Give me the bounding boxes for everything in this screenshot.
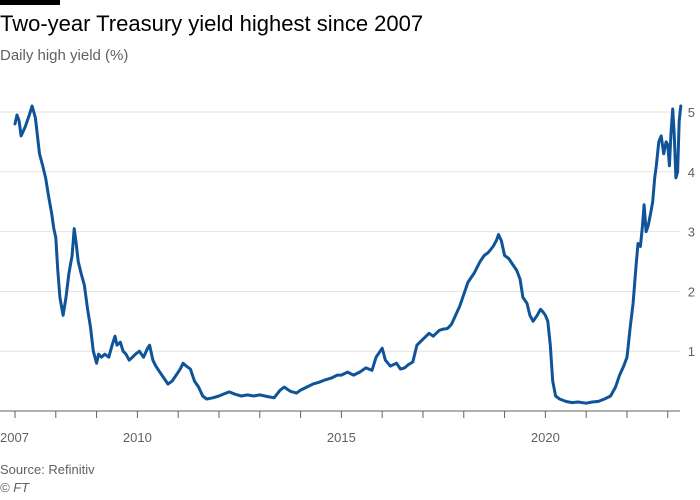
chart-subtitle: Daily high yield (%) — [0, 47, 129, 64]
ft-credit: © FT — [0, 480, 30, 495]
series-group — [13, 104, 683, 405]
x-tick-label-2007: 2007 — [0, 430, 29, 445]
x-axis — [0, 410, 680, 418]
y-tick-label-1: 1 — [688, 344, 695, 359]
x-tick-label-2020: 2020 — [531, 430, 560, 445]
gridlines — [0, 111, 680, 352]
y-tick-label-3: 3 — [688, 225, 695, 240]
brand-accent-bar — [0, 0, 60, 5]
chart-title: Two-year Treasury yield highest since 20… — [0, 11, 424, 36]
source-note: Source: Refinitiv — [0, 462, 95, 477]
y-tick-label-2: 2 — [688, 284, 695, 299]
y-tick-label-4: 4 — [688, 165, 695, 180]
tick-labels: 1 2 3 4 5 2007 2010 2015 2020 — [0, 105, 695, 445]
x-tick-label-2010: 2010 — [123, 430, 152, 445]
line-chart: 1 2 3 4 5 2007 2010 2015 2020 — [0, 104, 695, 445]
series-line-0 — [13, 104, 683, 405]
x-tick-label-2015: 2015 — [327, 430, 356, 445]
y-tick-label-5: 5 — [688, 105, 695, 120]
